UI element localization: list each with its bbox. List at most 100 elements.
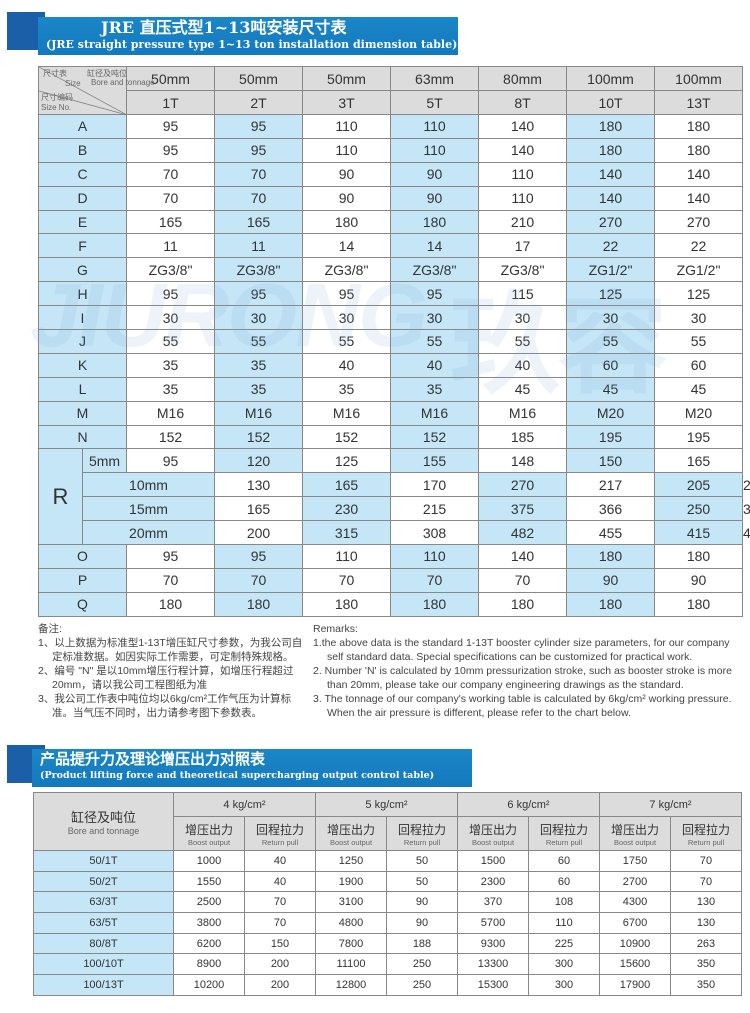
cell: 215 [390,496,479,522]
table-row: N 152 152 152 152 185 195 195 [38,424,743,450]
cell: 17900 [599,974,671,996]
row-label: A [38,114,127,139]
cell: 30 [478,305,567,331]
header-en: Return pull [403,837,441,847]
pressure-header: 6 kg/cm² [457,792,600,817]
cell: 165 [214,496,303,522]
cell: 95 [390,281,479,307]
cell: 152 [302,424,391,450]
return-header: 回程拉力 Return pull [244,816,316,851]
cell: 30 [126,305,215,331]
boost-header: 增压出力 Boost output [315,816,387,851]
cell: 55 [214,329,303,354]
table-row: E 165 165 180 180 210 270 270 [38,209,743,235]
row-label: 50/2T [33,870,174,893]
cell: 2500 [173,891,245,914]
cell: 180 [654,591,743,617]
cell: 90 [302,161,391,187]
cell: 90 [386,891,458,914]
table-row: L 35 35 35 35 45 45 45 [38,376,743,402]
cell: M20 [566,400,655,426]
tonnage-header: 10T [566,90,655,115]
row-label: N [38,424,127,450]
cell: 2700 [599,870,671,893]
cell: ZG3/8" [214,257,303,283]
cell: 45 [654,376,743,402]
cell: 375 [478,496,567,522]
header-row-type: 增压出力 Boost output 回程拉力 Return pull 增压出力 Boost… [34,816,742,851]
row-label: K [38,352,127,378]
title-cn: 产品提升力及理论增压出力对照表 [40,750,266,768]
cell: 195 [654,424,743,450]
notes-en: Remarks: 1.the above data is the standar… [313,622,743,720]
cell: 200 [244,953,316,976]
cell: 4300 [599,891,671,914]
cell: M16 [390,400,479,426]
cell: 2300 [457,870,529,893]
cell: 210 [478,209,567,235]
cell: 250 [386,953,458,976]
cell: 180 [302,591,391,617]
cell: 90 [386,912,458,934]
cell: 60 [528,870,600,893]
corner-label-bore_en: Bore and tonnage [91,78,155,87]
cell: 217 [566,472,655,498]
cell: 35 [214,352,303,378]
cell: 70 [126,185,215,211]
header-en: Return pull [261,837,299,847]
cell: 170 [390,472,479,498]
cell: 125 [302,448,391,474]
cell: 55 [126,329,215,354]
corner-label-no_en: Size No. [41,103,72,112]
row-label: 100/13T [33,974,174,996]
row-label: O [38,544,127,569]
cell: 250 [654,496,743,522]
table-row: H 95 95 95 95 115 125 125 [38,281,743,307]
cell: 165 [654,448,743,474]
cell: 130 [214,472,303,498]
cell: 155 [390,448,479,474]
cell: 108 [528,891,600,914]
cell: 300 [528,953,600,976]
row-label: E [38,209,127,235]
cell: 148 [478,448,567,474]
table-row: B 95 95 110 110 140 180 180 [38,137,743,163]
table-row: 50/1T 1000 40 1250 50 1500 60 1750 70 [33,850,742,872]
row-label: B [38,137,127,163]
row-label: Q [38,591,127,617]
cell: 415 [654,520,743,546]
pressure-header: 4 kg/cm² [173,792,316,817]
table-row: 63/3T 2500 70 3100 90 370 108 4300 130 [33,891,742,914]
cell: 70 [126,161,215,187]
cell: 50 [386,870,458,893]
cell: 180 [478,591,567,617]
row-label: 10mm [82,472,215,498]
cell: 482 [478,520,567,546]
cell: 180 [654,114,743,139]
cell: 35 [214,376,303,402]
cell: 125 [654,281,743,307]
cell: 70 [214,567,303,593]
row-label: 15mm [82,496,215,522]
cell: 180 [566,544,655,569]
cell: 180 [126,591,215,617]
corner-label-size_cn: 尺寸表 [43,69,67,78]
cell: 95 [302,281,391,307]
cell: 12800 [315,974,387,996]
cell: 180 [390,209,479,235]
cell: 60 [566,352,655,378]
header-en: Return pull [545,837,583,847]
cell: 270 [654,209,743,235]
cell: 50 [386,850,458,872]
header-en: Return pull [687,837,725,847]
table-row: 15mm165230215375366250330 [39,496,750,522]
cell: 30 [302,305,391,331]
cell: 270 [478,472,567,498]
cell: 17 [478,233,567,259]
boost-header: 增压出力 Boost output [599,816,671,851]
pressure-header: 7 kg/cm² [599,792,742,817]
cell: 3100 [315,891,387,914]
table-row: D 70 70 90 90 110 140 140 [38,185,743,211]
cell: 90 [390,185,479,211]
title-cn: JRE 直压式型1~13吨安装尺寸表 [101,18,347,37]
